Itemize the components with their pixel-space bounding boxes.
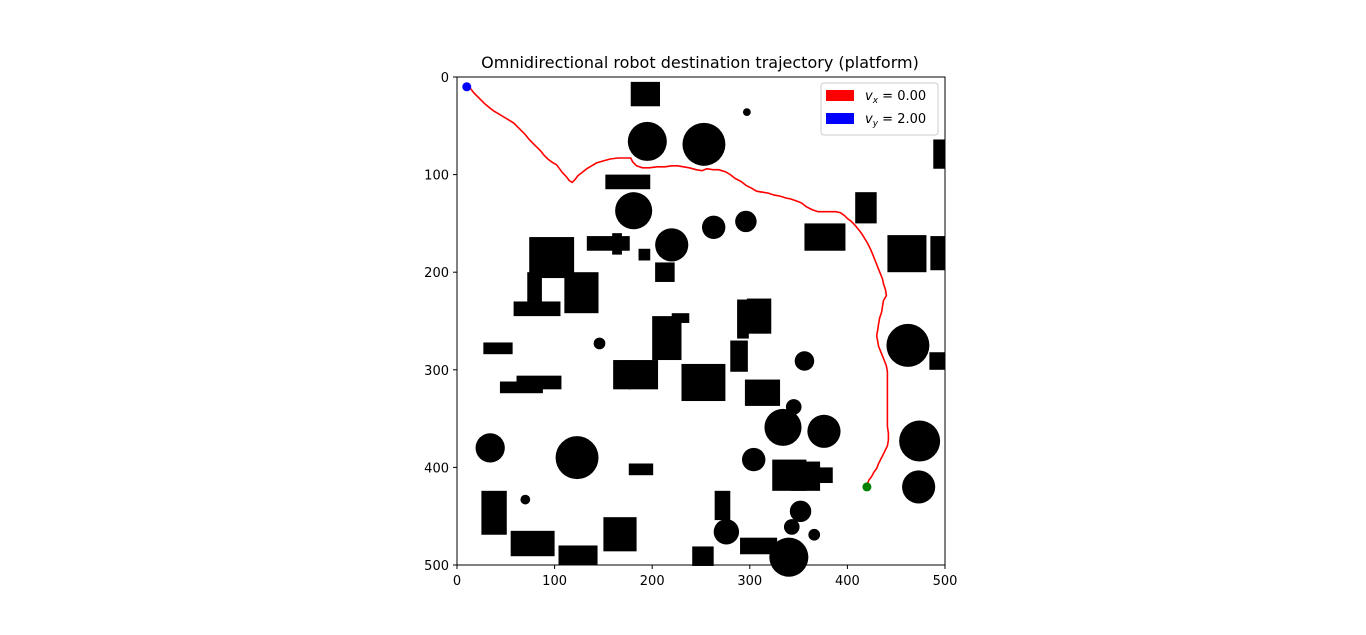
obstacle-circle xyxy=(593,337,606,350)
obstacle-rect xyxy=(887,235,927,273)
obstacle-rect xyxy=(692,546,714,566)
legend-swatch-vx xyxy=(826,90,854,101)
obstacle-rect xyxy=(790,461,821,491)
obstacle-circle xyxy=(555,436,599,480)
obstacle-circle xyxy=(701,215,726,240)
obstacle-layer xyxy=(475,81,945,577)
x-axis: 0 100 200 300 400 500 xyxy=(453,565,958,589)
obstacle-rect xyxy=(558,545,598,565)
obstacle-rect xyxy=(628,360,659,390)
x-tick-label: 100 xyxy=(542,574,567,589)
obstacle-rect xyxy=(527,272,542,302)
axes-frame xyxy=(456,76,946,566)
chart-title: Omnidirectional robot destination trajec… xyxy=(481,53,919,72)
goal-point xyxy=(862,482,872,492)
obstacle-circle xyxy=(789,500,812,523)
obstacle-rect xyxy=(744,379,781,406)
y-axis: 0 100 200 300 400 500 xyxy=(424,71,457,574)
obstacle-circle xyxy=(769,537,809,577)
obstacle-circle xyxy=(785,399,802,415)
x-tick-label: 200 xyxy=(640,574,665,589)
x-tick-label: 300 xyxy=(737,574,762,589)
obstacle-rect xyxy=(529,237,575,279)
obstacle-rect xyxy=(930,236,945,271)
obstacle-rect xyxy=(628,463,654,476)
obstacle-rect xyxy=(652,316,682,361)
x-tick-label: 0 xyxy=(453,574,461,589)
obstacle-rect xyxy=(510,530,555,557)
obstacle-circle xyxy=(741,447,766,472)
obstacle-rect xyxy=(630,81,661,107)
start-point xyxy=(462,82,472,92)
trajectory-layer xyxy=(462,82,890,492)
legend: vx = 0.00 vy = 2.00 xyxy=(820,82,939,136)
obstacle-rect xyxy=(603,517,637,552)
obstacle-circle xyxy=(735,210,757,233)
y-tick-label: 500 xyxy=(424,559,449,574)
obstacle-rect xyxy=(929,352,945,370)
obstacle-circle xyxy=(520,494,531,505)
obstacle-circle xyxy=(807,414,841,448)
obstacle-rect xyxy=(804,223,846,251)
obstacle-circle xyxy=(713,519,740,545)
obstacle-circle xyxy=(886,323,930,367)
y-tick-label: 200 xyxy=(424,266,449,281)
obstacle-rect xyxy=(564,272,599,314)
obstacle-circle xyxy=(902,470,936,504)
obstacle-rect xyxy=(613,360,631,390)
obstacle-circle xyxy=(794,351,815,371)
obstacle-rect xyxy=(612,233,622,255)
obstacle-circle xyxy=(615,192,653,230)
obstacle-circle xyxy=(764,408,802,446)
legend-label-vx: vx = 0.00 xyxy=(865,89,926,106)
obstacle-circle xyxy=(627,121,667,161)
obstacle-rect xyxy=(481,490,507,535)
obstacle-rect xyxy=(714,490,731,521)
obstacle-rect xyxy=(933,139,945,169)
x-tick-label: 500 xyxy=(933,574,958,589)
obstacle-rect xyxy=(737,299,749,339)
obstacle-rect xyxy=(740,537,778,555)
y-tick-label: 400 xyxy=(424,461,449,476)
y-tick-label: 0 xyxy=(441,71,449,86)
y-tick-label: 300 xyxy=(424,364,449,379)
x-tick-label: 400 xyxy=(835,574,860,589)
obstacle-rect xyxy=(605,174,651,190)
obstacle-circle xyxy=(682,122,726,166)
obstacle-circle xyxy=(899,420,941,462)
obstacle-circle xyxy=(475,433,505,463)
obstacle-circle xyxy=(655,228,689,262)
legend-swatch-vy xyxy=(826,113,854,124)
obstacle-circle xyxy=(783,519,800,535)
obstacle-circle xyxy=(808,528,821,541)
obstacle-rect xyxy=(655,262,675,282)
obstacle-rect xyxy=(818,467,833,484)
obstacle-rect xyxy=(855,192,877,224)
obstacle-rect xyxy=(516,375,562,390)
obstacle-rect xyxy=(671,313,690,323)
legend-label-vy: vy = 2.00 xyxy=(865,112,926,129)
trajectory-line xyxy=(466,86,890,486)
y-tick-label: 100 xyxy=(424,169,449,184)
obstacle-rect xyxy=(586,236,630,251)
plot-area xyxy=(456,76,946,577)
obstacle-rect xyxy=(746,298,772,334)
obstacle-rect xyxy=(638,248,651,261)
obstacle-rect xyxy=(681,363,726,402)
obstacle-rect xyxy=(513,301,561,317)
obstacle-rect xyxy=(483,342,513,355)
obstacle-circle xyxy=(742,108,751,117)
obstacle-rect xyxy=(730,340,748,372)
